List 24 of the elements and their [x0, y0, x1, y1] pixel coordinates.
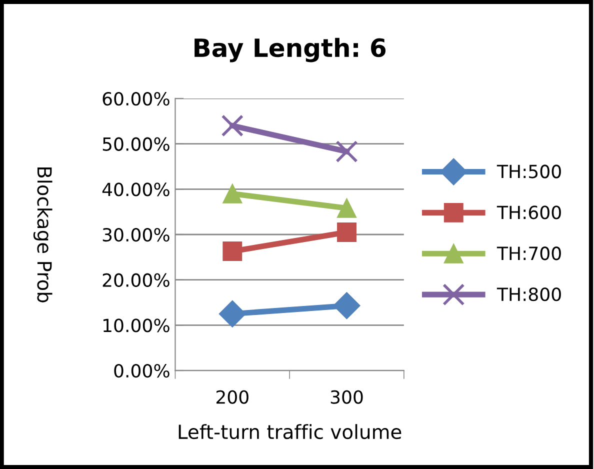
- point: [336, 140, 358, 163]
- y-tick-label: 10.00%: [104, 318, 170, 332]
- point: [222, 184, 242, 204]
- y-axis-title: Blockage Prob: [33, 167, 52, 302]
- y-tick-label: 20.00%: [102, 273, 170, 287]
- legend-label: TH:500: [496, 164, 561, 178]
- x-axis-title: Left-turn traffic volume: [178, 424, 402, 440]
- y-tick-label: 40.00%: [102, 182, 170, 196]
- y-tick-label: 0.00%: [114, 364, 170, 378]
- point: [333, 292, 360, 320]
- x-tick-label: 300: [330, 390, 363, 404]
- point: [337, 222, 356, 242]
- point: [222, 242, 242, 261]
- y-tick-label: 50.00%: [102, 137, 170, 151]
- point: [221, 114, 244, 137]
- y-tick-label: 30.00%: [102, 228, 170, 242]
- x-tick-label: 200: [216, 390, 248, 404]
- chart-title: Bay Length: 6: [194, 38, 386, 62]
- legend-label: TH:800: [496, 288, 561, 302]
- point: [337, 198, 356, 218]
- y-tick-label: 60.00%: [102, 92, 170, 106]
- legend-label: TH:600: [496, 206, 561, 220]
- point: [218, 300, 246, 328]
- legend-label: TH:700: [496, 246, 561, 260]
